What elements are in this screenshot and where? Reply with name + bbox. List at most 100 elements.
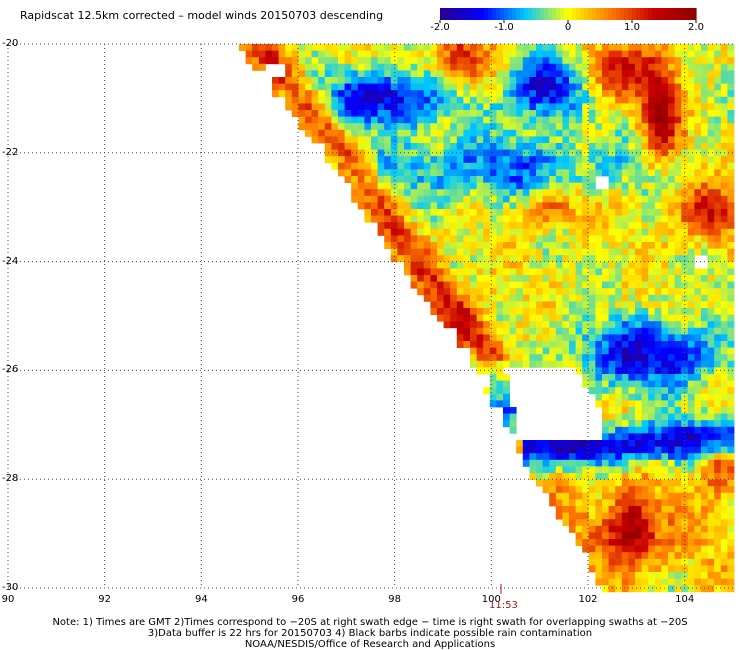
wind-cell: [364, 44, 372, 51]
wind-cell: [496, 374, 504, 381]
wind-cell: [252, 57, 260, 65]
wind-cell: [456, 116, 464, 124]
wind-cell: [509, 308, 517, 315]
wind-cell: [608, 195, 616, 203]
wind-cell: [694, 433, 702, 441]
wind-cell: [456, 57, 464, 65]
wind-cell: [496, 228, 504, 236]
wind-cell: [582, 288, 590, 296]
wind-cell: [621, 242, 629, 249]
wind-cell: [582, 162, 590, 170]
wind-cell: [602, 129, 609, 137]
colorbar-swatch: [464, 8, 469, 20]
wind-cell: [588, 525, 596, 533]
wind-cell: [390, 182, 398, 190]
wind-cell: [489, 169, 497, 177]
wind-cell: [470, 255, 477, 263]
wind-cell: [390, 156, 398, 164]
wind-cell: [509, 209, 517, 216]
wind-cell: [384, 143, 392, 150]
wind-cell: [384, 96, 392, 104]
wind-cell: [575, 116, 583, 124]
wind-cell: [615, 44, 623, 51]
wind-cell: [648, 123, 656, 131]
wind-cell: [404, 129, 411, 137]
wind-cell: [668, 136, 675, 144]
wind-cell: [714, 136, 722, 144]
wind-cell: [509, 255, 517, 263]
wind-cell: [714, 149, 722, 157]
wind-cell: [529, 347, 537, 355]
wind-cell: [417, 70, 425, 78]
wind-cell: [542, 77, 550, 84]
wind-cell: [694, 90, 702, 98]
wind-cell: [569, 169, 576, 177]
wind-cell: [357, 90, 365, 98]
wind-cell: [674, 327, 682, 335]
wind-cell: [615, 572, 623, 579]
wind-cell: [615, 77, 623, 84]
wind-cell: [377, 44, 385, 51]
wind-cell: [668, 96, 675, 104]
wind-cell: [555, 479, 563, 487]
wind-cell: [628, 176, 636, 183]
wind-cell: [357, 156, 365, 164]
wind-cell: [344, 169, 352, 177]
wind-cell: [377, 123, 385, 131]
wind-cell: [654, 189, 662, 197]
wind-cell: [476, 235, 484, 243]
wind-cell: [529, 195, 537, 203]
wind-cell: [707, 558, 715, 566]
wind-cell: [694, 473, 702, 480]
wind-cell: [555, 176, 563, 183]
wind-cell: [641, 182, 649, 190]
wind-cell: [727, 512, 735, 520]
wind-cell: [536, 77, 543, 84]
wind-cell: [456, 129, 464, 137]
wind-cell: [384, 70, 392, 78]
colorbar-swatch: [480, 8, 485, 20]
wind-cell: [701, 525, 708, 533]
wind-cell: [720, 400, 728, 408]
wind-cell: [529, 268, 537, 276]
wind-cell: [443, 255, 451, 263]
wind-cell: [437, 110, 444, 117]
wind-cell: [476, 129, 484, 137]
wind-cell: [727, 347, 735, 355]
wind-cell: [621, 281, 629, 289]
wind-cell: [456, 288, 464, 296]
wind-cell: [707, 242, 715, 249]
wind-cell: [602, 492, 609, 500]
wind-cell: [384, 77, 392, 84]
wind-cell: [364, 182, 372, 190]
wind-cell: [529, 228, 537, 236]
wind-cell: [582, 334, 590, 342]
wind-cell: [661, 294, 669, 302]
wind-cell: [496, 44, 504, 51]
wind-cell: [542, 189, 550, 197]
wind-cell: [456, 261, 464, 269]
wind-cell: [654, 222, 662, 230]
wind-cell: [635, 129, 642, 137]
wind-cell: [483, 341, 491, 348]
wind-cell: [595, 539, 603, 546]
wind-cell: [450, 288, 458, 296]
wind-cell: [661, 162, 669, 170]
wind-cell: [397, 162, 405, 170]
wind-cell: [357, 149, 365, 157]
wind-cell: [476, 354, 484, 362]
wind-cell: [470, 116, 477, 124]
wind-cell: [661, 156, 669, 164]
x-tick-label: 102: [578, 594, 598, 605]
wind-cell: [344, 123, 352, 131]
wind-cell: [602, 347, 609, 355]
wind-cell: [410, 143, 418, 150]
wind-cell: [635, 486, 642, 494]
wind-cell: [602, 519, 609, 527]
wind-cell: [509, 50, 517, 58]
wind-cell: [483, 209, 491, 216]
wind-cell: [483, 77, 491, 84]
wind-cell: [476, 281, 484, 289]
wind-cell: [542, 215, 550, 223]
wind-cell: [668, 374, 675, 381]
